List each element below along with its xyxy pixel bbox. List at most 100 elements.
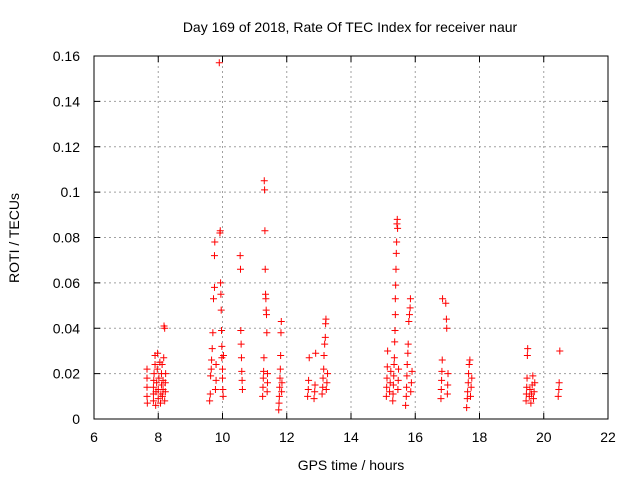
data-point [237, 340, 245, 348]
data-point [219, 351, 227, 359]
data-point [383, 383, 391, 391]
data-point [237, 354, 245, 362]
data-point [143, 374, 151, 382]
data-point [278, 388, 286, 396]
data-point [263, 311, 271, 319]
data-point [467, 392, 475, 400]
x-tick-label: 6 [90, 429, 98, 445]
data-point [217, 290, 225, 298]
data-point [319, 383, 327, 391]
data-point [276, 365, 284, 373]
data-point [219, 392, 227, 400]
data-point [404, 340, 412, 348]
data-point [389, 397, 397, 405]
data-point [402, 392, 410, 400]
data-point [277, 351, 285, 359]
data-point [394, 224, 402, 232]
data-point [321, 333, 329, 341]
data-point [156, 399, 164, 407]
data-point [464, 379, 472, 387]
data-point [304, 392, 312, 400]
data-point [263, 370, 271, 378]
data-point [522, 397, 530, 405]
data-point [238, 386, 246, 394]
data-point [393, 215, 401, 223]
data-point [531, 379, 539, 387]
data-point [322, 386, 330, 394]
data-point [403, 372, 411, 380]
data-point [530, 388, 538, 396]
data-point [384, 347, 392, 355]
data-point [262, 295, 270, 303]
data-point [386, 388, 394, 396]
data-point [218, 327, 226, 335]
chart-title: Day 169 of 2018, Rate Of TEC Index for r… [183, 19, 518, 35]
data-point [320, 365, 328, 373]
data-point [402, 401, 410, 409]
data-point [151, 361, 159, 369]
data-point [438, 367, 446, 375]
data-point [210, 283, 218, 291]
data-point [218, 342, 226, 350]
data-point [260, 177, 268, 185]
data-point [323, 379, 331, 387]
data-point [439, 295, 447, 303]
plot-frame [93, 55, 609, 420]
data-point [275, 392, 283, 400]
data-point [304, 386, 312, 394]
data-point [321, 340, 329, 348]
data-point [206, 397, 214, 405]
data-point [437, 386, 445, 394]
data-point [391, 338, 399, 346]
data-point [466, 356, 474, 364]
y-tick-label: 0.04 [53, 320, 80, 336]
data-point [444, 381, 452, 389]
data-point [442, 315, 450, 323]
data-point [260, 367, 268, 375]
data-point [305, 354, 313, 362]
data-point [210, 295, 218, 303]
data-point [212, 361, 220, 369]
data-point [407, 379, 415, 387]
data-point [207, 365, 215, 373]
data-point [527, 399, 535, 407]
data-point [406, 304, 414, 312]
data-point [555, 379, 563, 387]
y-tick-label: 0.12 [53, 139, 80, 155]
data-point [383, 374, 391, 382]
data-point [263, 329, 271, 337]
data-point [161, 379, 169, 387]
data-point [390, 372, 398, 380]
data-point [154, 349, 162, 357]
data-point [529, 395, 537, 403]
data-point [143, 383, 151, 391]
data-point [523, 374, 531, 382]
data-point [403, 361, 411, 369]
data-point [310, 395, 318, 403]
data-point [392, 249, 400, 257]
y-tick-label: 0 [72, 411, 80, 427]
data-point [387, 367, 395, 375]
data-point [382, 392, 390, 400]
y-tick-label: 0.16 [53, 48, 80, 64]
data-point [405, 311, 413, 319]
data-point [437, 395, 445, 403]
data-point [217, 306, 225, 314]
x-tick-label: 10 [215, 429, 231, 445]
data-point [391, 327, 399, 335]
data-point [278, 379, 286, 387]
data-point [210, 252, 218, 260]
data-point [324, 370, 332, 378]
data-point [211, 238, 219, 246]
data-point [236, 252, 244, 260]
data-point [555, 386, 563, 394]
data-point [407, 388, 415, 396]
data-point [260, 354, 268, 362]
data-point [443, 324, 451, 332]
tick-labels: 6 8 10 12 14 16 18 20 22 0 0.02 0.04 0.06 0.08 0.1 0.12… [53, 48, 616, 445]
data-point [217, 279, 225, 287]
data-point [394, 386, 402, 394]
data-point [275, 399, 283, 407]
data-point [438, 356, 446, 364]
